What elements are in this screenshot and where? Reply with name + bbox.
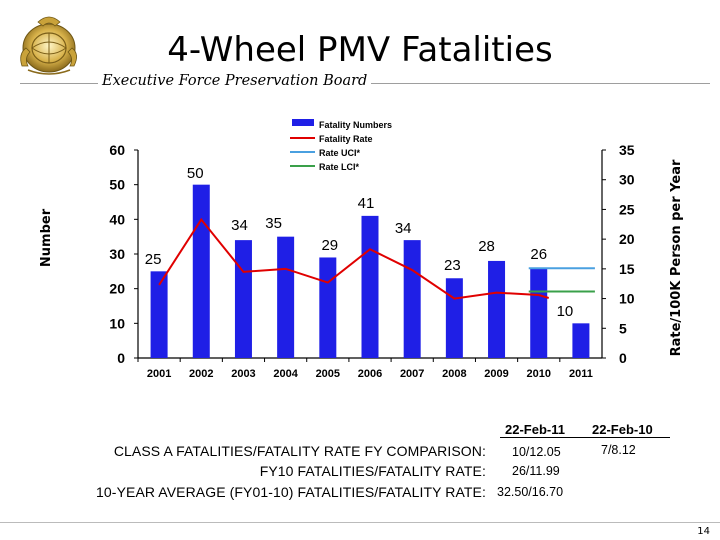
bar: [150, 271, 168, 358]
legend-entry: Rate UCI*: [319, 148, 361, 158]
x-axis-tick-label: 2001: [147, 368, 171, 380]
comparison-row-label: FY10 FATALITIES/FATALITY RATE:: [259, 463, 486, 479]
comparison-row-col1: 32.50/16.70: [497, 485, 564, 499]
bar-data-label: 25: [145, 251, 162, 268]
x-axis-tick-label: 2004: [273, 368, 298, 380]
left-axis-tick-label: 50: [109, 177, 125, 193]
usmc-emblem-icon: [20, 16, 77, 75]
right-axis-tick-label: 35: [619, 142, 635, 158]
bar-data-label: 34: [231, 217, 248, 234]
right-axis-tick-label: 20: [619, 231, 635, 247]
bar-data-label: 10: [557, 303, 574, 320]
x-axis-tick-label: 2003: [231, 368, 255, 380]
left-axis-tick-label: 30: [109, 246, 125, 262]
bar-data-label: 34: [395, 220, 412, 237]
comparison-row-label: CLASS A FATALITIES/FATALITY RATE FY COMP…: [113, 443, 486, 459]
series-line: [158, 217, 539, 300]
bar: [445, 278, 463, 358]
left-axis-tick-label: 40: [109, 211, 125, 227]
legend-entry: Rate LCI*: [319, 162, 360, 172]
comparison-row-col2: 7/8.12: [601, 443, 636, 457]
x-axis-tick-label: 2009: [484, 368, 508, 380]
left-axis-tick-label: 20: [109, 281, 125, 297]
bar-data-label: 28: [478, 238, 495, 255]
right-axis-tick-label: 30: [619, 172, 635, 188]
x-axis-tick-label: 2002: [189, 368, 213, 380]
right-axis-tick-label: 0: [619, 350, 627, 366]
bar: [192, 184, 210, 358]
right-axis-tick-label: 10: [619, 291, 635, 307]
bar: [361, 215, 379, 358]
bar: [488, 260, 506, 358]
comparison-row-col1: 10/12.05: [512, 445, 561, 459]
left-axis-tick-label: 10: [109, 315, 125, 331]
comparison-row-col1: 26/11.99: [512, 464, 560, 478]
x-axis-tick-label: 2007: [400, 368, 424, 380]
right-axis-tick-label: 5: [619, 320, 627, 336]
bar-data-label: 35: [265, 215, 282, 232]
bar: [572, 323, 590, 358]
bar: [277, 236, 295, 358]
comparison-col1-header: 22-Feb-11: [505, 422, 565, 437]
bar-data-label: 50: [187, 165, 204, 182]
bar-data-label: 41: [358, 195, 375, 212]
x-axis-tick-label: 2005: [316, 368, 340, 380]
legend-swatch: [292, 119, 314, 126]
footer-divider: [0, 522, 720, 523]
x-axis-tick-label: 2010: [526, 368, 550, 380]
bar-data-label: 23: [444, 257, 461, 274]
right-axis-tick-label: 25: [619, 201, 635, 217]
series-line-tail: [538, 294, 550, 299]
bar-data-label: 29: [321, 237, 338, 254]
slide-title: 4-Wheel PMV Fatalities: [167, 30, 553, 70]
x-axis-tick-label: 2006: [358, 368, 382, 380]
x-axis-tick-label: 2008: [442, 368, 466, 380]
left-axis-tick-label: 0: [117, 350, 125, 366]
comparison-col2-header: 22-Feb-10: [592, 422, 653, 437]
slide-subtitle: Executive Force Preservation Board: [98, 73, 372, 89]
comparison-header-underline: [500, 437, 670, 438]
bar: [234, 240, 252, 358]
bar: [319, 257, 337, 358]
left-axis-tick-label: 60: [109, 142, 125, 158]
x-axis-tick-label: 2011: [569, 368, 593, 380]
comparison-row-label: 10-YEAR AVERAGE (FY01-10) FATALITIES/FAT…: [96, 484, 486, 500]
bar: [403, 240, 421, 358]
bar: [530, 267, 548, 358]
legend-entry: Fatality Numbers: [319, 120, 392, 130]
y2-axis-title: Rate/100K Person per Year: [669, 159, 684, 356]
page-number: 14: [697, 526, 710, 537]
y-axis-title: Number: [39, 208, 54, 267]
right-axis-tick-label: 15: [619, 261, 635, 277]
legend-entry: Fatality Rate: [319, 134, 373, 144]
bar-data-label: 26: [530, 246, 547, 263]
